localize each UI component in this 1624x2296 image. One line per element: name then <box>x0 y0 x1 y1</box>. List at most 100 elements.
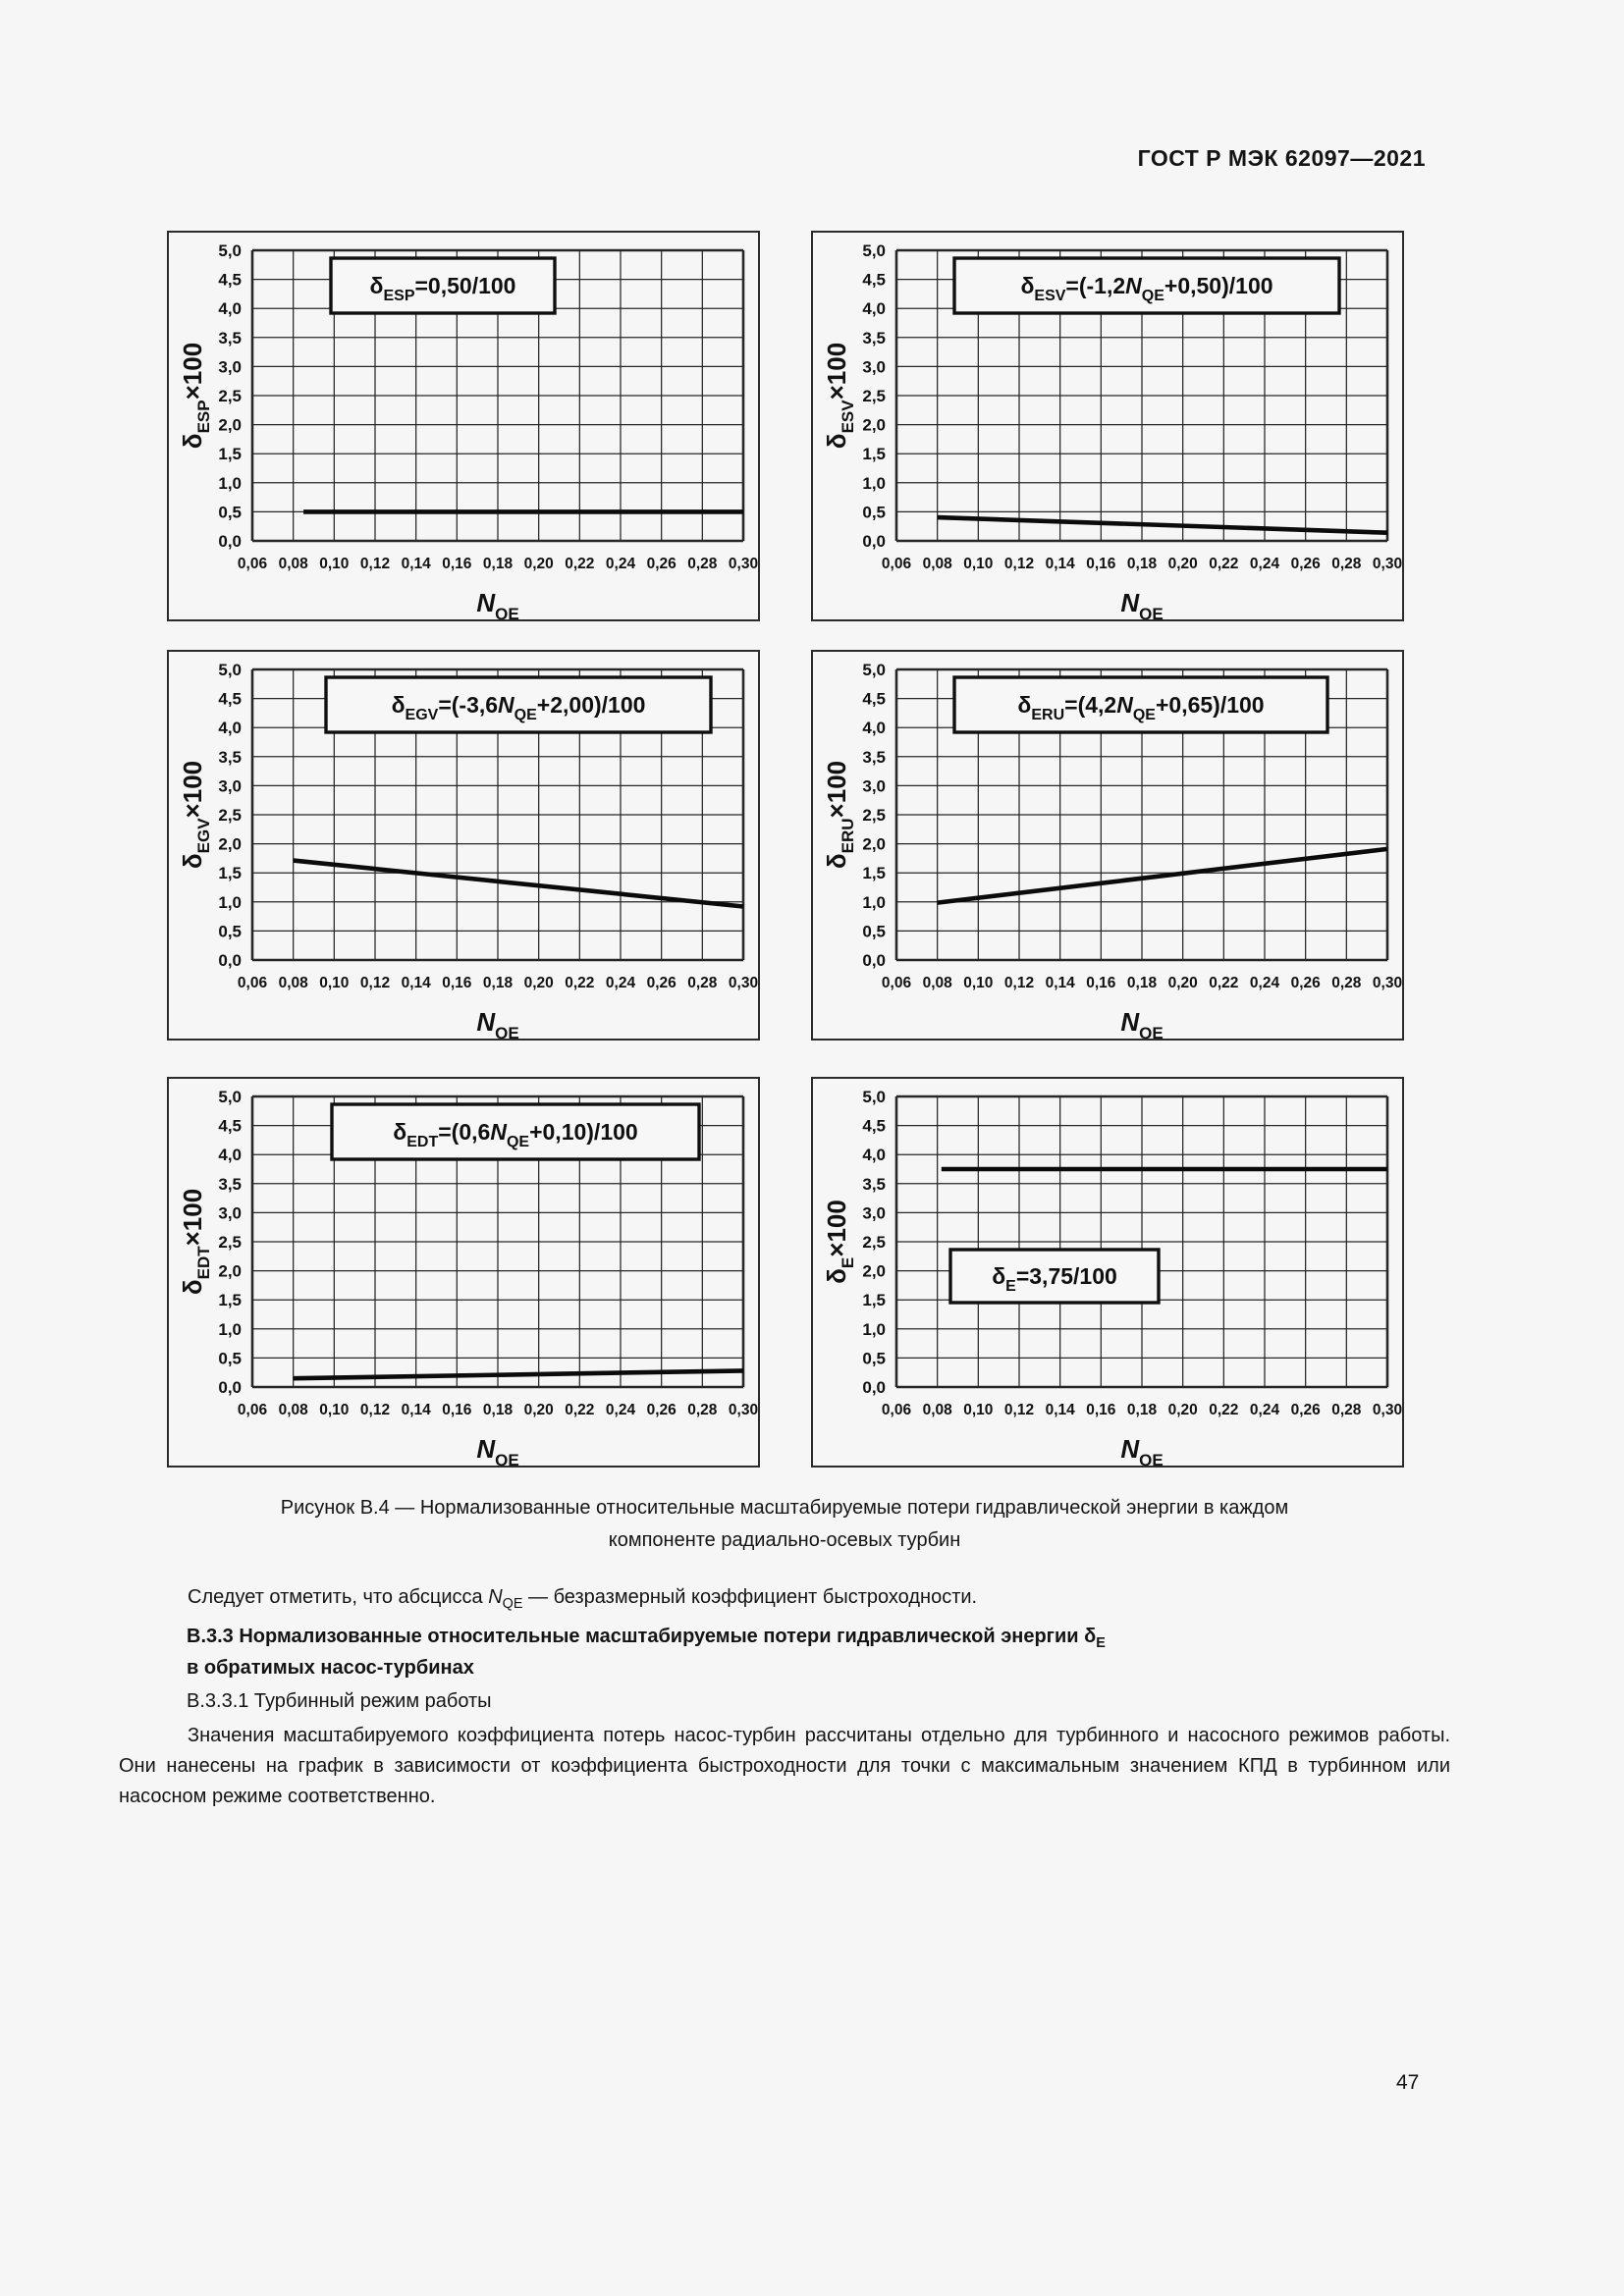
svg-text:0,10: 0,10 <box>963 556 993 572</box>
svg-text:5,0: 5,0 <box>218 661 242 679</box>
svg-text:0,14: 0,14 <box>402 556 432 572</box>
svg-text:2,0: 2,0 <box>862 416 886 435</box>
svg-text:0,30: 0,30 <box>729 975 758 991</box>
svg-text:2,0: 2,0 <box>862 835 886 854</box>
svg-text:0,18: 0,18 <box>483 1402 514 1418</box>
svg-text:3,5: 3,5 <box>218 329 242 347</box>
svg-text:3,0: 3,0 <box>862 776 886 795</box>
svg-text:0,30: 0,30 <box>1373 556 1402 572</box>
svg-text:4,0: 4,0 <box>218 299 242 318</box>
formula-box <box>329 256 557 315</box>
data-line <box>293 1368 744 1381</box>
svg-text:0,12: 0,12 <box>360 1402 390 1418</box>
chart-esp-svg: 5,04,54,03,53,02,52,01,51,00,50,00,06 0,0… <box>178 241 758 619</box>
x-axis-title: NQE <box>476 588 518 619</box>
chart-egv: 5,0 4,5 4,0 3,5 3,0 2,5 2,0 1,5 1,0 0,5 0,0 0,06 0,0… <box>167 650 760 1041</box>
svg-text:0,24: 0,24 <box>1250 1402 1280 1418</box>
formula-box <box>330 1102 701 1161</box>
svg-text:3,5: 3,5 <box>218 1175 242 1194</box>
svg-text:3,0: 3,0 <box>218 1203 242 1222</box>
svg-text:3,0: 3,0 <box>218 357 242 376</box>
figure-caption: Рисунок В.4 — Нормализованные относитель… <box>119 1492 1450 1557</box>
svg-text:0,14: 0,14 <box>402 1402 432 1418</box>
svg-text:0,20: 0,20 <box>1168 975 1198 991</box>
svg-text:1,5: 1,5 <box>218 864 242 882</box>
y-axis-ticks: 5,0 4,5 4,0 3,5 3,0 2,5 2,0 1,5 1,0 0,5 0,0 <box>862 1088 886 1397</box>
svg-text:2,0: 2,0 <box>862 1262 886 1281</box>
svg-text:3,0: 3,0 <box>218 776 242 795</box>
svg-text:4,5: 4,5 <box>862 690 886 709</box>
svg-text:0,18: 0,18 <box>483 975 514 991</box>
svg-text:2,5: 2,5 <box>218 387 242 405</box>
svg-text:1,0: 1,0 <box>862 893 886 912</box>
svg-text:0,0: 0,0 <box>862 951 886 970</box>
svg-text:0,28: 0,28 <box>1331 1402 1362 1418</box>
svg-text:0,24: 0,24 <box>606 975 636 991</box>
svg-text:4,5: 4,5 <box>218 1117 242 1136</box>
svg-text:0,20: 0,20 <box>1168 1402 1198 1418</box>
page-header-standard-number: ГОСТ Р МЭК 62097—2021 <box>1137 145 1426 171</box>
svg-text:4,5: 4,5 <box>218 271 242 290</box>
svg-text:2,5: 2,5 <box>862 1233 886 1252</box>
formula-text: δEDT=(0,6NQE+0,10)/100 <box>393 1119 637 1150</box>
svg-text:0,30: 0,30 <box>1373 1402 1402 1418</box>
chart-eru-svg: 5,04,54,03,53,02,52,01,51,00,50,00,06 0,0… <box>822 661 1402 1039</box>
svg-text:0,28: 0,28 <box>1331 975 1362 991</box>
svg-text:0,24: 0,24 <box>1250 556 1280 572</box>
svg-text:0,22: 0,22 <box>1209 1402 1238 1418</box>
svg-text:0,30: 0,30 <box>1373 975 1402 991</box>
chart-egv-svg: 5,04,54,03,53,02,52,01,51,00,50,00,06 0,0… <box>178 661 758 1039</box>
chart-edt: 5,0 4,5 4,0 3,5 3,0 2,5 2,0 1,5 1,0 0,5 0,0 0,06 0,0… <box>167 1077 760 1468</box>
grid <box>894 1095 1389 1389</box>
svg-text:0,18: 0,18 <box>483 556 514 572</box>
page-number: 47 <box>1396 2071 1420 2094</box>
formula-box <box>952 675 1329 734</box>
svg-text:3,0: 3,0 <box>862 1203 886 1222</box>
formula-text: δE=3,75/100 <box>992 1263 1117 1295</box>
svg-text:4,5: 4,5 <box>862 271 886 290</box>
svg-text:0,0: 0,0 <box>218 532 242 551</box>
svg-text:4,0: 4,0 <box>862 1146 886 1164</box>
svg-text:3,0: 3,0 <box>862 357 886 376</box>
chart-eru: 5,0 4,5 4,0 3,5 3,0 2,5 2,0 1,5 1,0 0,5 0,0 0,06 0,0… <box>811 650 1404 1041</box>
symbol-delta-e: δ <box>1084 1626 1097 1647</box>
svg-text:2,5: 2,5 <box>862 387 886 405</box>
svg-text:0,22: 0,22 <box>1209 975 1238 991</box>
svg-text:4,0: 4,0 <box>218 1146 242 1164</box>
note-paragraph: Следует отметить, что абсцисса NQE — без… <box>188 1586 978 1612</box>
svg-text:4,5: 4,5 <box>862 1117 886 1136</box>
svg-text:0,12: 0,12 <box>1004 1402 1034 1418</box>
svg-text:0,22: 0,22 <box>1209 556 1238 572</box>
x-axis-ticks: 0,06 0,08 0,10 0,12 0,14 0,16 0,18 0,20 0,22 0,24… <box>238 556 758 572</box>
svg-text:5,0: 5,0 <box>218 241 242 260</box>
svg-text:2,5: 2,5 <box>218 1233 242 1252</box>
svg-text:1,5: 1,5 <box>862 1291 886 1309</box>
x-axis-title: NQE <box>476 1007 518 1039</box>
svg-text:0,30: 0,30 <box>729 1402 758 1418</box>
svg-text:1,5: 1,5 <box>862 864 886 882</box>
formula-box <box>324 675 713 734</box>
section-heading-b33: В.3.3 Нормализованные относительные масш… <box>187 1626 1106 1679</box>
svg-text:0,16: 0,16 <box>442 975 472 991</box>
svg-text:1,5: 1,5 <box>218 1291 242 1309</box>
svg-text:0,12: 0,12 <box>1004 556 1034 572</box>
svg-text:0,18: 0,18 <box>1127 1402 1158 1418</box>
svg-text:0,16: 0,16 <box>1086 556 1116 572</box>
svg-text:0,22: 0,22 <box>565 975 594 991</box>
svg-text:0,0: 0,0 <box>218 951 242 970</box>
svg-text:0,24: 0,24 <box>606 556 636 572</box>
svg-text:0,10: 0,10 <box>963 1402 993 1418</box>
svg-text:0,5: 0,5 <box>218 922 242 940</box>
svg-text:2,0: 2,0 <box>218 416 242 435</box>
svg-text:0,20: 0,20 <box>524 556 554 572</box>
svg-text:5,0: 5,0 <box>218 1088 242 1106</box>
svg-text:0,08: 0,08 <box>923 975 953 991</box>
formula-box <box>952 256 1341 315</box>
svg-text:1,5: 1,5 <box>218 445 242 463</box>
x-axis-ticks: 0,06 0,08 0,10 0,12 0,14 0,16 0,18 0,20 0,22 0,24… <box>238 1402 758 1418</box>
svg-text:4,5: 4,5 <box>218 690 242 709</box>
svg-text:0,08: 0,08 <box>279 1402 309 1418</box>
svg-text:0,16: 0,16 <box>442 556 472 572</box>
svg-text:0,08: 0,08 <box>923 1402 953 1418</box>
figure-caption-line2: компоненте радиально-осевых турбин <box>608 1529 961 1551</box>
